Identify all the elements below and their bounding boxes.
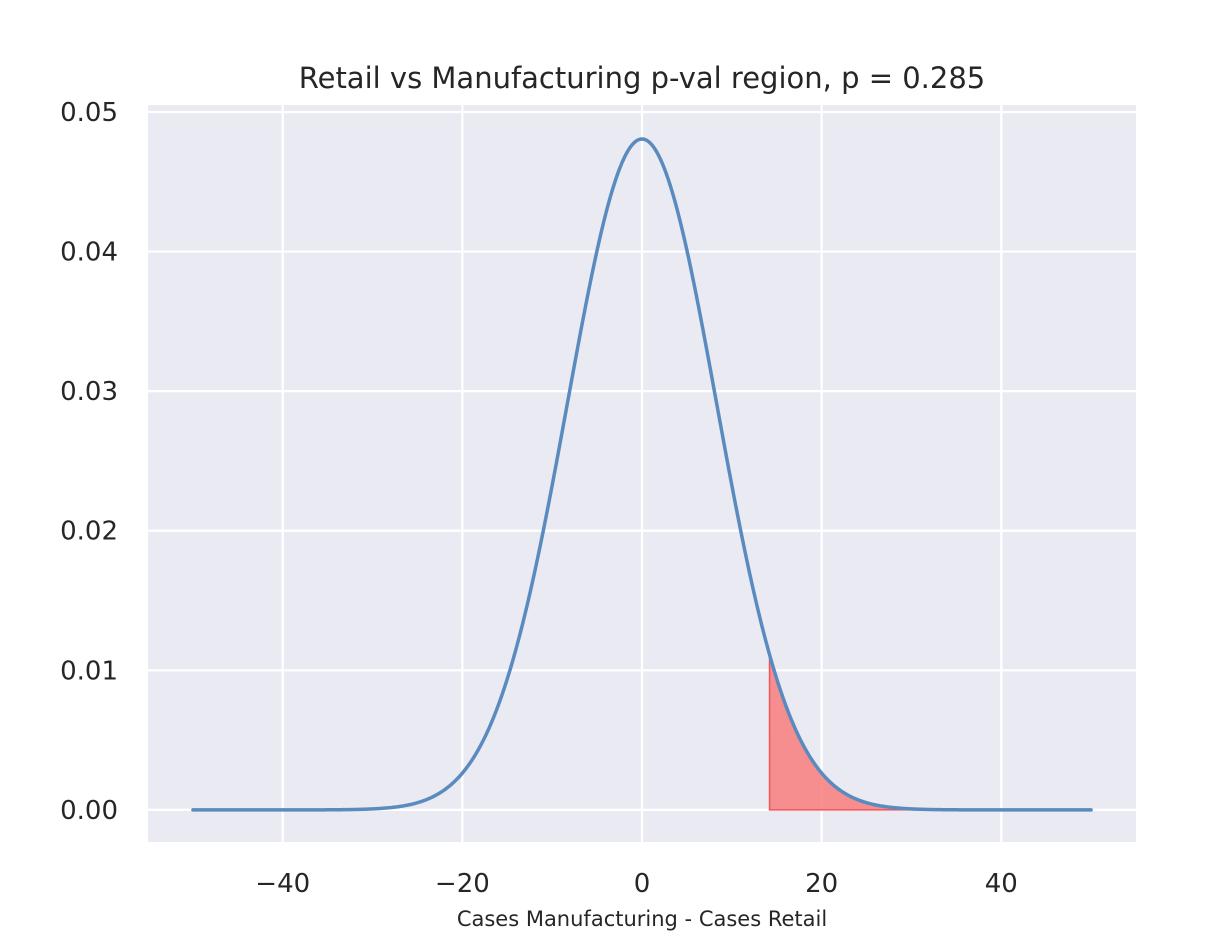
y-tick-label: 0.02	[60, 517, 118, 547]
y-tick-label: 0.03	[60, 377, 118, 407]
chart-title: Retail vs Manufacturing p-val region, p …	[299, 61, 985, 95]
x-tick-label: 40	[985, 869, 1018, 899]
y-tick-label: 0.00	[60, 796, 118, 826]
y-tick-label: 0.05	[60, 98, 118, 128]
y-axis-ticks: 0.00 0.01 0.02 0.03 0.04 0.05	[60, 98, 118, 826]
density-curve	[191, 137, 1093, 812]
x-axis-label: Cases Manufacturing - Cases Retail	[457, 907, 827, 931]
x-tick-label: −20	[435, 869, 490, 899]
x-axis-ticks: −40 −20 0 20 40	[255, 869, 1018, 899]
y-tick-label: 0.04	[60, 238, 118, 268]
x-tick-label: −40	[255, 869, 310, 899]
x-tick-label: 0	[634, 869, 651, 899]
grid-lines	[148, 105, 1136, 842]
y-tick-label: 0.01	[60, 656, 118, 686]
x-tick-label: 20	[805, 869, 838, 899]
